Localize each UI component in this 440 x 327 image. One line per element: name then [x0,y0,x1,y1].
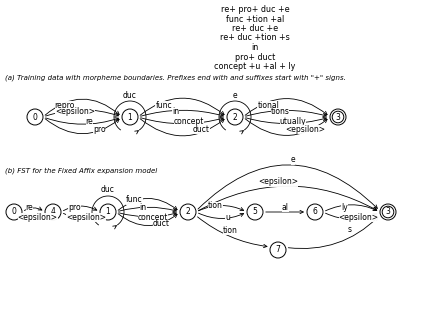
Text: 3: 3 [336,112,341,122]
Text: <epsilon>: <epsilon> [18,213,58,221]
Text: s: s [348,225,352,234]
Text: func: func [155,100,172,110]
Text: tional: tional [257,100,279,110]
Text: concept: concept [174,117,204,127]
Text: e: e [233,91,237,99]
Text: <epsilon>: <epsilon> [55,108,95,116]
Text: u: u [225,213,230,221]
Text: duct: duct [193,125,210,133]
Text: re+ pro+ duc +e: re+ pro+ duc +e [221,5,290,14]
Text: <epsilon>: <epsilon> [258,178,298,186]
Circle shape [122,109,138,125]
Text: <epsilon>: <epsilon> [339,213,379,221]
Circle shape [307,204,323,220]
Circle shape [382,206,394,218]
Circle shape [247,204,263,220]
Text: e: e [291,156,295,164]
Text: (b) FST for the Fixed Affix expansion model: (b) FST for the Fixed Affix expansion mo… [5,167,157,174]
Circle shape [332,111,344,123]
Circle shape [27,109,43,125]
Text: duc: duc [123,91,137,99]
Text: al: al [282,202,289,212]
Text: in: in [139,202,147,212]
Text: 0: 0 [11,208,16,216]
Text: duc: duc [101,185,115,195]
Text: 0: 0 [33,112,37,122]
Text: 3: 3 [385,208,390,216]
Text: 4: 4 [51,208,55,216]
Text: ly: ly [341,202,348,212]
Text: 1: 1 [106,208,110,216]
Text: <epsilon>: <epsilon> [66,213,106,221]
Circle shape [180,204,196,220]
Text: in: in [172,108,180,116]
Text: func: func [126,196,143,204]
Text: re: re [86,117,93,127]
Circle shape [6,204,22,220]
Text: 2: 2 [186,208,191,216]
Circle shape [227,109,243,125]
Text: duct: duct [153,219,170,229]
Text: 1: 1 [128,112,132,122]
Text: 7: 7 [275,246,280,254]
Text: utually: utually [280,117,306,127]
Text: in: in [251,43,259,52]
Circle shape [380,204,396,220]
Text: repro: repro [55,100,75,110]
Text: <epsilon>: <epsilon> [285,125,325,133]
Text: re+ duc +e: re+ duc +e [232,24,278,33]
Text: concept: concept [138,213,168,221]
Text: tion: tion [208,201,223,211]
Text: (a) Training data with morpheme boundaries. Prefixes end with and suffixes start: (a) Training data with morpheme boundari… [5,74,346,81]
Text: 2: 2 [233,112,237,122]
Circle shape [45,204,61,220]
Text: concept +u +al + ly: concept +u +al + ly [214,62,296,71]
Text: re+ duc +tion +s: re+ duc +tion +s [220,33,290,43]
Text: func +tion +al: func +tion +al [226,14,284,24]
Text: tion: tion [223,226,238,235]
Circle shape [330,109,346,125]
Circle shape [100,204,116,220]
Text: 6: 6 [312,208,317,216]
Text: re: re [26,202,33,212]
Text: tions: tions [271,108,290,116]
Text: pro+ duct: pro+ duct [235,53,275,61]
Text: pro: pro [93,125,106,133]
Text: pro: pro [68,202,81,212]
Text: 5: 5 [253,208,257,216]
Circle shape [270,242,286,258]
